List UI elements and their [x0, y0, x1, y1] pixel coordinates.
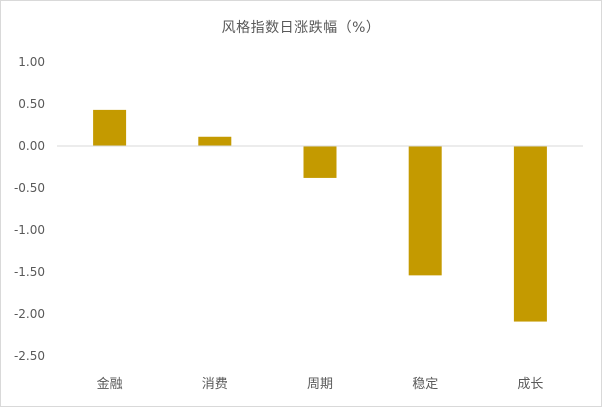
category-label: 消费	[202, 377, 228, 392]
y-tick-label: 1.00	[18, 55, 45, 69]
y-tick-label: 0.50	[18, 97, 45, 111]
y-tick-label: -1.00	[14, 223, 45, 237]
bar-1	[198, 136, 232, 146]
x-axis: 金融 消费 周期 稳定 成长	[97, 376, 544, 392]
category-label: 稳定	[412, 376, 438, 392]
bar-2	[303, 146, 337, 178]
bar-4	[513, 146, 547, 322]
bar-3	[408, 146, 442, 276]
y-tick-label: -2.00	[14, 307, 45, 321]
category-label: 成长	[517, 377, 543, 392]
y-tick-label: -1.50	[14, 265, 45, 279]
y-axis: 1.00 0.50 0.00 -0.50 -1.00 -1.50 -2.00 -2.50	[14, 55, 45, 363]
y-tick-label: -0.50	[14, 181, 45, 195]
y-tick-label: 0.00	[18, 139, 45, 153]
category-label: 周期	[307, 377, 333, 392]
bar-series	[93, 109, 547, 322]
bar-0	[93, 109, 127, 146]
y-tick-label: -2.50	[14, 349, 45, 363]
category-label: 金融	[97, 376, 123, 392]
chart-title: 风格指数日涨跌幅（%）	[221, 20, 381, 36]
